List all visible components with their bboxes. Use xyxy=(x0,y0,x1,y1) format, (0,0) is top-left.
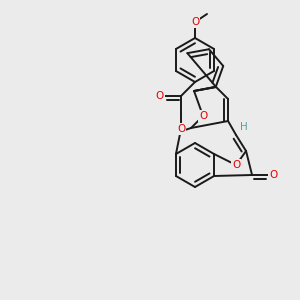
Text: O: O xyxy=(269,170,277,180)
Text: O: O xyxy=(177,124,185,134)
Text: O: O xyxy=(191,17,199,27)
Text: O: O xyxy=(199,111,207,121)
Text: H: H xyxy=(240,122,248,132)
Text: O: O xyxy=(156,91,164,101)
Text: O: O xyxy=(232,160,240,170)
